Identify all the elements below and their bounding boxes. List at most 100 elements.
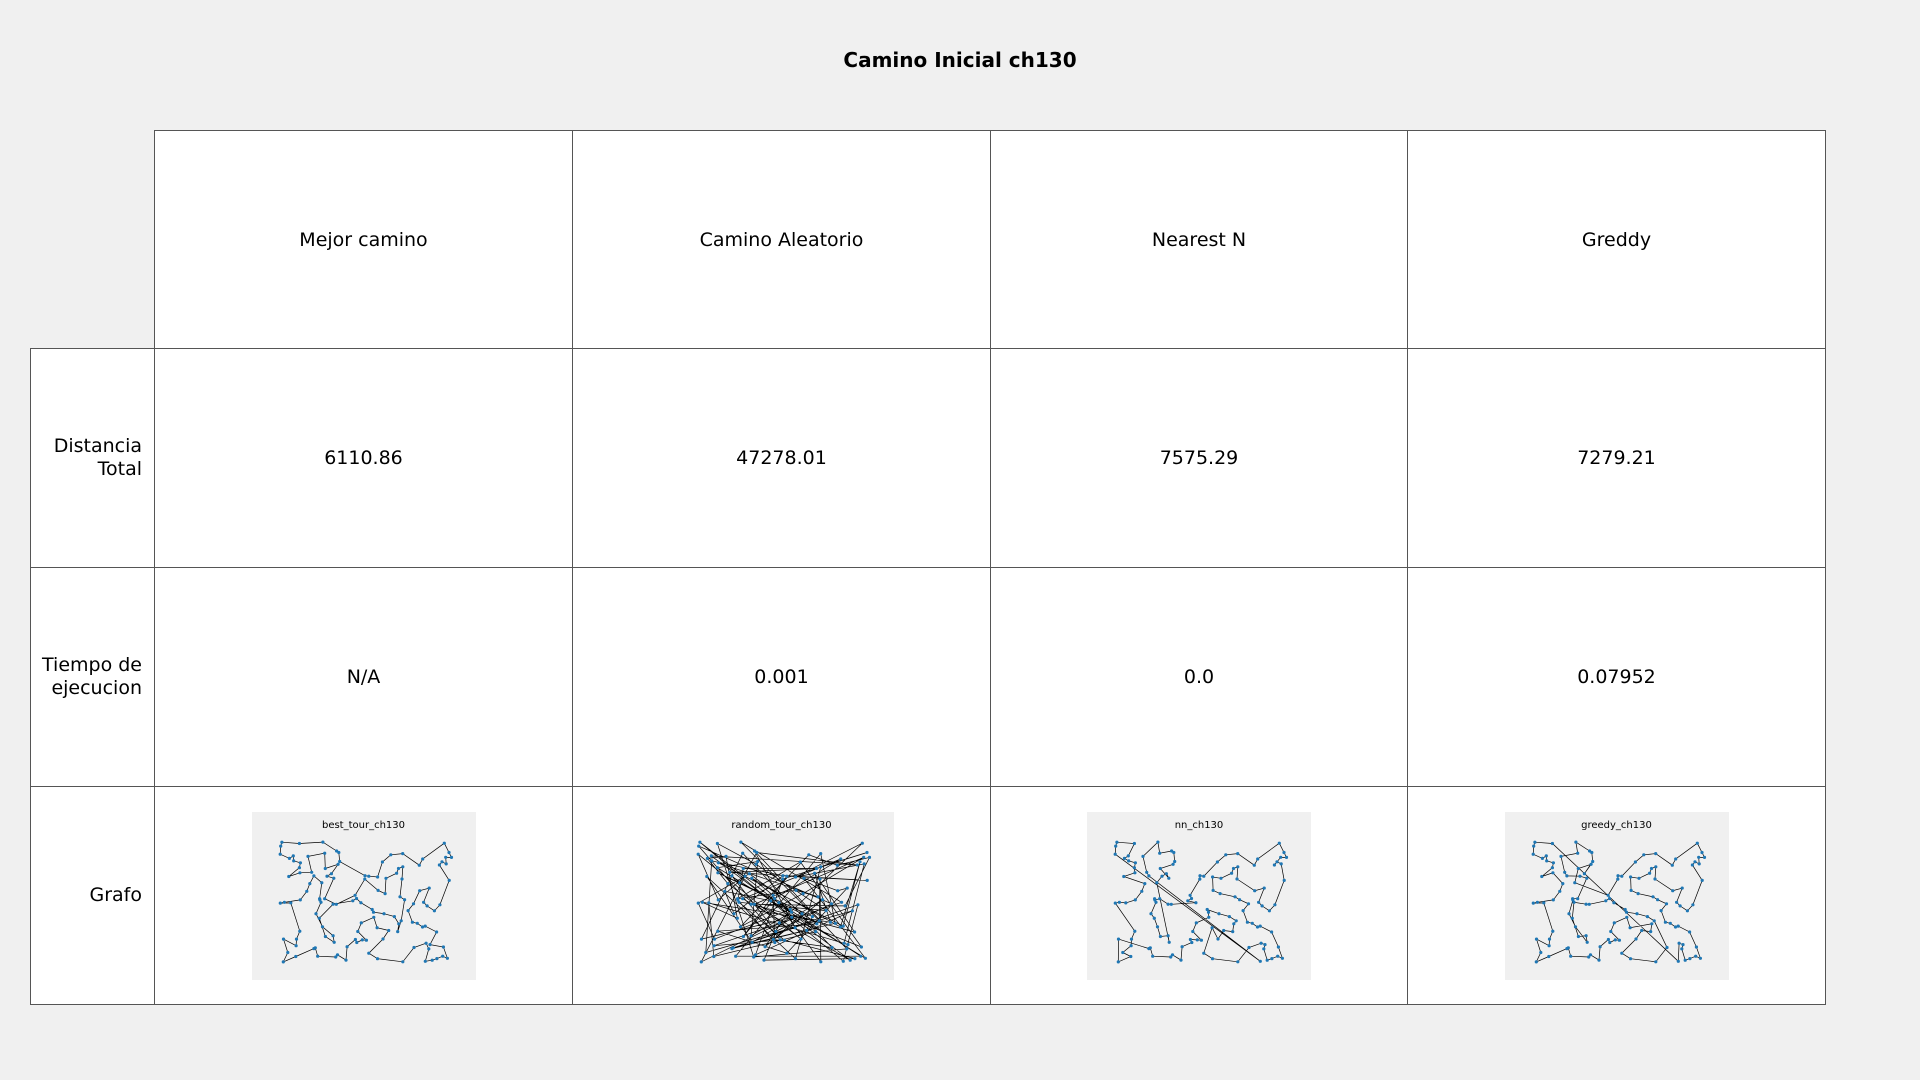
- row-header-line: Grafo: [89, 884, 143, 907]
- tour-node: [1673, 924, 1677, 929]
- tour-node: [1582, 871, 1586, 875]
- tour-node: [442, 841, 446, 845]
- tour-node: [1132, 841, 1136, 845]
- tour-node: [1188, 893, 1192, 897]
- tour-node: [1670, 888, 1674, 892]
- tour-node: [1674, 900, 1678, 904]
- tour-node: [852, 956, 856, 960]
- tour-node: [828, 920, 832, 924]
- tour-node: [291, 853, 295, 857]
- tour-node: [1534, 937, 1538, 941]
- tour-node: [750, 940, 754, 944]
- tour-node: [793, 925, 797, 929]
- tour-node: [1133, 870, 1137, 874]
- tour-node: [1210, 956, 1215, 960]
- tour-node: [1154, 900, 1158, 904]
- tour-node: [285, 950, 289, 954]
- tour-node: [399, 918, 403, 922]
- table-cell: 47278.01: [572, 348, 991, 568]
- tour-node: [331, 933, 335, 937]
- table-cell: 0.0: [990, 567, 1408, 787]
- tour-node: [788, 907, 792, 911]
- tour-node: [430, 958, 434, 962]
- tour-node: [835, 888, 839, 892]
- tour-node: [736, 900, 741, 904]
- tour-node: [703, 950, 707, 954]
- cell-value: 47278.01: [736, 447, 827, 469]
- tour-node: [358, 900, 362, 904]
- cell-value: 0.0: [1183, 666, 1215, 688]
- tour-node: [859, 944, 863, 949]
- tour-node: [1531, 844, 1535, 848]
- tour-node: [1655, 897, 1659, 901]
- tour-graph-plot: [1113, 840, 1289, 963]
- tour-node: [320, 840, 324, 844]
- tour-node: [712, 937, 716, 941]
- tour-node: [388, 852, 392, 856]
- tour-node: [1133, 897, 1137, 901]
- tour-node: [1617, 938, 1621, 942]
- tour-node: [839, 900, 843, 904]
- tour-node: [1677, 941, 1681, 945]
- tour-node: [1180, 944, 1184, 948]
- tour-node: [1648, 929, 1652, 933]
- thumbnail-title: random_tour_ch130: [731, 819, 832, 831]
- tour-node: [1685, 908, 1689, 912]
- tour-node: [345, 944, 349, 948]
- tour-node: [700, 900, 704, 904]
- tour-node: [855, 862, 859, 867]
- row-header-line: Distancia: [53, 435, 142, 458]
- tour-node: [1215, 859, 1219, 864]
- tour-node: [1603, 898, 1607, 902]
- tour-node: [1122, 874, 1126, 878]
- tour-node: [417, 863, 421, 867]
- tour-node: [1652, 876, 1657, 881]
- tour-node: [1619, 874, 1623, 878]
- tour-node: [1216, 936, 1220, 941]
- tour-node: [1219, 876, 1223, 880]
- tour-node: [1547, 937, 1551, 941]
- tour-node: [1653, 959, 1657, 963]
- tour-node: [1116, 959, 1120, 963]
- tour-node: [1247, 945, 1251, 949]
- tour-node: [794, 888, 798, 892]
- tour-node: [1587, 902, 1591, 906]
- tour-node: [354, 940, 358, 944]
- tour-node: [1535, 900, 1539, 904]
- tour-node: [763, 944, 767, 948]
- tour-node: [383, 876, 388, 880]
- tour-node: [1236, 959, 1240, 963]
- tour-node: [423, 924, 427, 928]
- tour-node: [381, 911, 386, 915]
- tour-node: [1113, 852, 1117, 856]
- tour-node: [444, 861, 448, 865]
- tour-node: [749, 876, 753, 880]
- table-cell: 0.001: [572, 567, 991, 787]
- tour-node: [315, 954, 319, 958]
- tour-node: [446, 850, 451, 854]
- tour-node: [776, 900, 780, 904]
- tour-node: [350, 898, 354, 902]
- tour-node: [1233, 894, 1237, 898]
- tour-node: [336, 850, 340, 854]
- tour-node: [386, 928, 390, 932]
- tour-node: [1253, 888, 1257, 892]
- tour-node: [1127, 858, 1131, 862]
- tour-node: [287, 856, 291, 860]
- tour-node: [1550, 870, 1554, 874]
- tour-node: [725, 881, 729, 885]
- tour-node: [1628, 874, 1632, 879]
- tour-node: [1173, 859, 1177, 863]
- tour-node: [1280, 956, 1284, 960]
- tour-node: [857, 859, 862, 863]
- row-header: Tiempo de ejecucion: [30, 567, 155, 787]
- tour-node: [371, 910, 375, 914]
- tour-node: [1260, 903, 1264, 907]
- tour-node: [1153, 896, 1157, 900]
- tour-node: [838, 924, 842, 929]
- table-cell: N/A: [154, 567, 573, 787]
- column-header: Mejor camino: [154, 130, 573, 349]
- tour-node: [704, 874, 708, 878]
- tour-node: [1115, 840, 1119, 844]
- tour-node: [755, 859, 759, 863]
